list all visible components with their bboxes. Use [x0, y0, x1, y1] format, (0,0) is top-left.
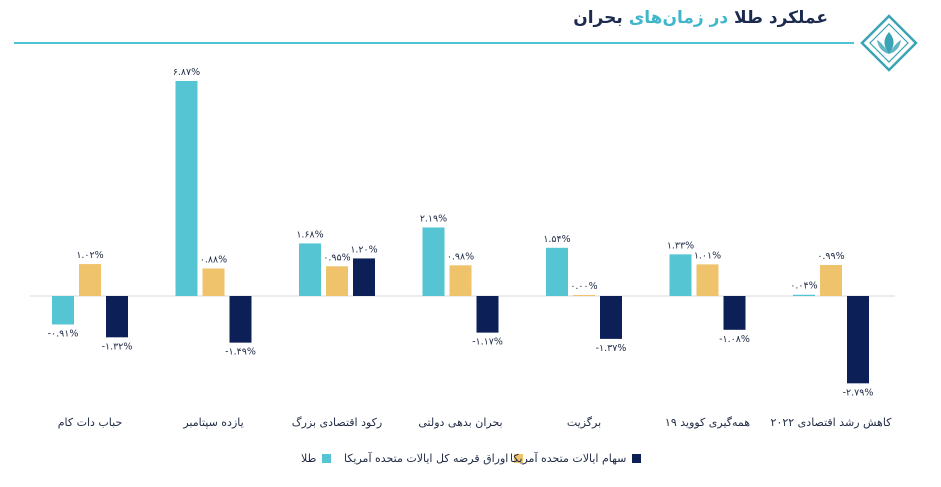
category-label-1: یازده سپتامبر	[182, 416, 243, 429]
header-divider	[14, 42, 854, 44]
legend-swatch-gold	[322, 454, 332, 463]
category-label-5: همه‌گیری کووید ۱۹	[665, 416, 750, 429]
bar-bonds-2	[326, 266, 348, 296]
data-label-bonds-0: ۱.۰۲%	[76, 250, 103, 261]
chart-header: عملکرد طلا در زمان‌های بحران	[0, 0, 941, 72]
bar-stocks-5	[723, 296, 746, 330]
data-label-bonds-4: ۰.۰۰%	[570, 281, 597, 292]
bar-bonds-1	[202, 268, 225, 296]
bar-bonds-6	[820, 265, 842, 296]
legend-label-stocks: سهام ایالات متحده آمریکا	[510, 452, 627, 465]
chart-legend: طلا اوراق قرضه کل ایالات متحده آمریکا سه…	[0, 452, 941, 476]
data-label-stocks-2: ۱.۲۰%	[350, 244, 377, 255]
data-label-gold-3: ۲.۱۹%	[420, 213, 447, 224]
bar-gold-0	[52, 296, 74, 325]
legend-label-bonds: اوراق قرضه کل ایالات متحده آمریکا	[344, 452, 509, 465]
bar-chart: -۰.۹۱% ۱.۰۲% -۱.۳۲% حباب دات کام ۶.۸۷% ۰.۸۸% -…	[30, 67, 895, 429]
data-label-stocks-1: -۱.۴۹%	[225, 347, 256, 358]
category-label-0: حباب دات کام	[58, 416, 123, 429]
data-label-gold-6: ۰.۰۴%	[790, 281, 817, 292]
title-part-1: عملکرد طلا	[734, 8, 828, 28]
bar-bonds-4	[573, 295, 595, 296]
category-label-2: رکود اقتصادی بزرگ	[292, 416, 382, 429]
data-label-gold-5: ۱.۳۳%	[667, 240, 694, 251]
legend-label-gold: طلا	[301, 452, 317, 465]
data-label-bonds-2: ۰.۹۵%	[323, 252, 350, 263]
data-label-stocks-6: -۲.۷۹%	[843, 387, 874, 398]
bar-gold-6	[793, 294, 815, 296]
data-label-bonds-6: ۰.۹۹%	[817, 251, 844, 262]
chart-title: عملکرد طلا در زمان‌های بحران	[573, 8, 828, 28]
bar-gold-2	[299, 243, 321, 296]
bar-bonds-5	[696, 264, 719, 296]
legend-item-gold: طلا	[301, 452, 332, 465]
bar-stocks-1	[229, 296, 252, 343]
data-label-stocks-0: -۱.۳۲%	[102, 341, 133, 352]
bar-stocks-6	[847, 296, 869, 384]
data-label-gold-4: ۱.۵۴%	[543, 234, 570, 245]
legend-item-stocks: سهام ایالات متحده آمریکا	[510, 452, 642, 465]
bar-gold-5	[669, 254, 692, 296]
data-label-gold-0: -۰.۹۱%	[48, 328, 79, 339]
bar-stocks-4	[600, 296, 622, 339]
data-label-bonds-5: ۱.۰۱%	[694, 250, 721, 261]
bar-gold-4	[546, 247, 568, 296]
bar-gold-3	[422, 227, 445, 296]
data-label-gold-2: ۱.۶۸%	[296, 229, 323, 240]
data-label-gold-1: ۶.۸۷%	[173, 67, 200, 78]
brand-logo-icon	[860, 14, 918, 72]
legend-item-bonds: اوراق قرضه کل ایالات متحده آمریکا	[344, 452, 524, 465]
category-label-4: برگزیت	[567, 416, 601, 429]
legend-swatch-stocks	[632, 454, 642, 463]
category-label-6: کاهش رشد اقتصادی ۲۰۲۲	[771, 416, 893, 429]
bar-gold-1	[175, 80, 198, 297]
data-label-stocks-4: -۱.۳۷%	[596, 343, 627, 354]
bar-bonds-3	[449, 265, 472, 296]
bar-stocks-3	[476, 296, 499, 333]
data-label-bonds-1: ۰.۸۸%	[200, 254, 227, 265]
title-part-3: بحران	[573, 8, 623, 28]
data-label-bonds-3: ۰.۹۸%	[447, 251, 474, 262]
category-label-3: بحران بدهی دولتی	[418, 416, 502, 429]
legend-swatch-bonds	[514, 454, 524, 463]
bar-stocks-0	[106, 296, 128, 338]
data-label-stocks-3: -۱.۱۷%	[472, 337, 503, 348]
data-label-stocks-5: -۱.۰۸%	[719, 334, 750, 345]
bar-bonds-0	[79, 264, 101, 296]
bar-stocks-2	[353, 258, 375, 296]
title-part-2: در زمان‌های	[628, 8, 729, 28]
